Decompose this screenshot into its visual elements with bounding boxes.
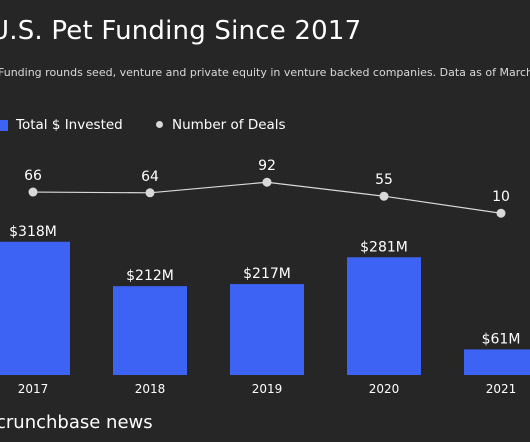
bar-label-2020: $281M	[360, 239, 408, 255]
x-tick-2019: 2019	[252, 382, 283, 396]
bar-2017	[0, 241, 70, 375]
legend-item-invested: Total $ Invested	[0, 117, 123, 133]
legend-label-invested: Total $ Invested	[16, 117, 123, 133]
bar-2018	[113, 286, 187, 375]
legend-dot-icon	[152, 119, 168, 131]
bar-label-2017: $318M	[9, 224, 57, 240]
deals-label-2021: 10	[492, 189, 510, 205]
bar-label-2018: $212M	[126, 268, 174, 284]
deals-point-2019	[262, 177, 272, 187]
bar-2019	[230, 284, 304, 375]
deals-label-2019: 92	[258, 158, 276, 174]
legend-swatch-bar	[0, 119, 8, 131]
chart-title: U.S. Pet Funding Since 2017	[0, 16, 362, 46]
x-tick-2021: 2021	[486, 382, 517, 396]
deals-label-2018: 64	[141, 169, 159, 185]
legend-item-deals: Number of Deals	[152, 117, 286, 133]
x-tick-2020: 2020	[369, 382, 400, 396]
bar-2021	[464, 349, 530, 375]
bar-label-2021: $61M	[482, 331, 521, 347]
deals-point-2017	[28, 187, 38, 197]
x-tick-2017: 2017	[18, 382, 49, 396]
deals-label-2017: 66	[24, 168, 42, 184]
legend-label-deals: Number of Deals	[172, 117, 286, 133]
deals-point-2021	[496, 208, 506, 218]
chart-legend: Total $ Invested Number of Deals	[0, 117, 530, 135]
x-tick-2018: 2018	[135, 382, 166, 396]
brand-logo: crunchbase news	[0, 412, 153, 433]
bar-label-2019: $217M	[243, 266, 291, 282]
deals-point-2020	[379, 191, 389, 201]
bar-2020	[347, 257, 421, 375]
chart-subtitle: Funding rounds seed, venture and private…	[0, 66, 530, 79]
deals-point-2018	[145, 188, 155, 198]
deals-line	[32, 181, 502, 214]
deals-label-2020: 55	[375, 172, 393, 188]
